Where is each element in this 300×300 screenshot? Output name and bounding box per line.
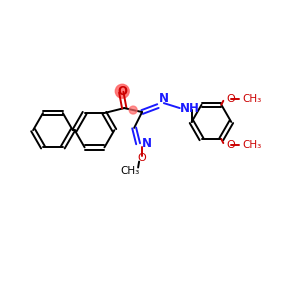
Circle shape: [115, 84, 129, 98]
Text: N: N: [159, 92, 169, 105]
Text: N: N: [142, 137, 152, 150]
Circle shape: [129, 106, 137, 114]
Text: O: O: [226, 140, 235, 150]
Text: NH: NH: [180, 102, 200, 115]
Text: O: O: [138, 153, 146, 163]
Text: CH₃: CH₃: [121, 167, 140, 176]
Text: O: O: [226, 94, 235, 104]
Text: O: O: [117, 85, 127, 98]
Text: CH₃: CH₃: [242, 140, 261, 150]
Text: CH₃: CH₃: [242, 94, 261, 104]
